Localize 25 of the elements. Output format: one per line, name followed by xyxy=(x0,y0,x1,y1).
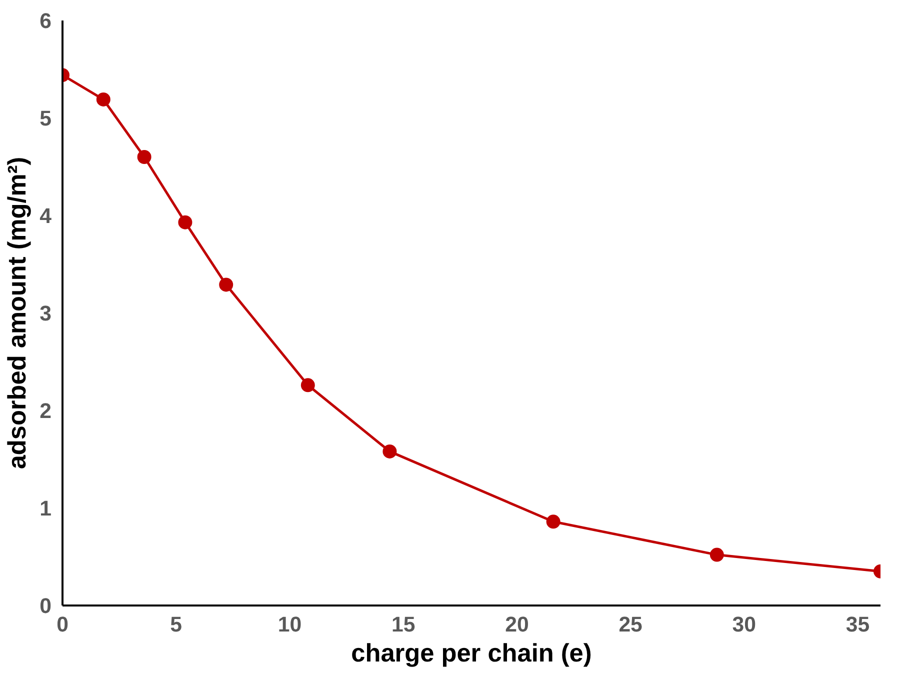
x-tick-label: 10 xyxy=(278,612,302,636)
y-tick-label: 6 xyxy=(40,9,52,33)
point xyxy=(178,215,192,230)
point xyxy=(219,278,234,292)
point xyxy=(382,444,397,458)
y-tick-label: 3 xyxy=(40,302,52,326)
point xyxy=(137,150,152,164)
y-tick-label: 0 xyxy=(40,594,52,618)
point xyxy=(546,514,560,529)
y-tick-label: 2 xyxy=(40,399,52,423)
x-tick-label: 15 xyxy=(391,612,416,636)
x-tick-label: 5 xyxy=(170,612,182,636)
x-tick-label: 25 xyxy=(618,612,643,636)
x-tick-label: 0 xyxy=(56,612,68,636)
x-tick-label: 20 xyxy=(505,612,529,636)
x-axis-title: charge per chain (e) xyxy=(351,640,592,668)
x-tick-label: 35 xyxy=(846,612,870,636)
point xyxy=(710,548,724,562)
y-tick-label: 4 xyxy=(40,204,52,228)
y-tick-label: 1 xyxy=(40,496,52,520)
y-tick-label: 5 xyxy=(40,106,52,130)
point xyxy=(300,378,315,392)
y-axis-title: adsorbed amount (mg/m²) xyxy=(4,156,32,470)
x-tick-label: 30 xyxy=(732,612,756,636)
point xyxy=(96,92,110,106)
